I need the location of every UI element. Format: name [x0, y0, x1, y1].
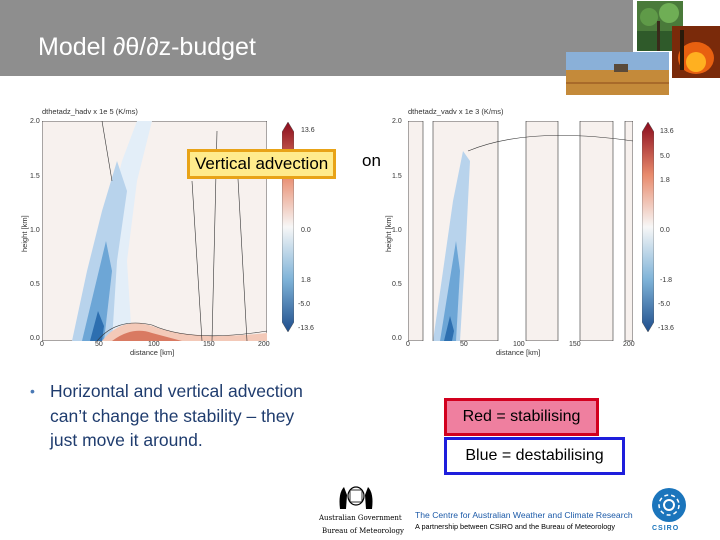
- right-cb-tick: 13.6: [660, 128, 674, 135]
- cawcr-name: The Centre for Australian Weather and Cl…: [415, 510, 633, 520]
- right-ylabel: height [km]: [384, 215, 393, 252]
- left-ytick: 0.0: [30, 335, 40, 342]
- right-xtick: 50: [460, 341, 468, 348]
- red-stabilising-box: Red = stabilising: [444, 398, 599, 436]
- cawcr-partnership: A partnership between CSIRO and the Bure…: [415, 522, 615, 531]
- left-xtick: 100: [148, 341, 160, 348]
- bullet-line-3: just move it around.: [50, 430, 203, 450]
- right-xtick: 0: [406, 341, 410, 348]
- left-cb-tick-4: 0.0: [301, 227, 311, 234]
- right-ytick: 2.0: [392, 118, 402, 125]
- csiro-logo-label: CSIRO: [652, 525, 680, 532]
- right-colorbar: [642, 122, 654, 332]
- left-xtick: 50: [95, 341, 103, 348]
- left-xtick: 150: [203, 341, 215, 348]
- bullet-line-1: Horizontal and vertical advection: [50, 381, 303, 401]
- csiro-logo-icon: [652, 488, 686, 522]
- right-contour-plot: [408, 121, 633, 341]
- right-ytick: 0.5: [392, 281, 402, 288]
- left-ytick: 1.0: [30, 227, 40, 234]
- right-cb-tick: -5.0: [658, 301, 671, 308]
- blue-destabilising-box: Blue = destabilising: [444, 437, 625, 475]
- left-cb-tick-1: 13.6: [301, 127, 315, 134]
- right-cb-tick: 1.8: [660, 177, 670, 184]
- left-ytick: 2.0: [30, 118, 40, 125]
- bullet-point: • Horizontal and vertical advection can’…: [30, 379, 368, 453]
- right-panel-title: dthetadz_vadv x 1e 3 (K/ms): [408, 107, 504, 116]
- title-bar: [0, 0, 633, 76]
- left-ytick: 0.5: [30, 281, 40, 288]
- bullet-line-2: can’t change the stability – they: [50, 405, 295, 426]
- left-xtick: 0: [40, 341, 44, 348]
- fire-photo: [672, 26, 720, 78]
- left-cb-tick-5: 1.8: [301, 277, 311, 284]
- bullet-icon: •: [30, 383, 35, 399]
- right-xtick: 100: [513, 341, 525, 348]
- right-xtick: 200: [623, 341, 635, 348]
- slide-title: Model ∂θ/∂z-budget: [38, 33, 256, 61]
- left-cb-tick-7: -13.6: [298, 325, 314, 332]
- right-ytick: 1.5: [392, 173, 402, 180]
- right-xlabel: distance [km]: [496, 348, 541, 357]
- vertical-advection-callout: Vertical advection: [187, 149, 337, 179]
- right-xtick: 150: [569, 341, 581, 348]
- left-xtick: 200: [258, 341, 270, 348]
- gov-line-2: Bureau of Meteorology: [322, 527, 405, 535]
- left-ylabel: height [km]: [20, 215, 29, 252]
- left-cb-tick-6: -5.0: [298, 301, 311, 308]
- right-cb-tick: -1.8: [660, 277, 673, 284]
- right-cb-tick: 5.0: [660, 153, 670, 160]
- coat-of-arms-icon: [339, 486, 373, 509]
- left-xlabel: distance [km]: [130, 348, 175, 357]
- right-cb-tick: 0.0: [660, 227, 670, 234]
- left-panel-title: dthetadz_hadv x 1e 5 (K/ms): [42, 107, 138, 116]
- callout-hidden-suffix: on: [362, 151, 381, 170]
- left-ytick: 1.5: [30, 173, 40, 180]
- gov-line-1: Australian Government: [319, 514, 402, 522]
- right-ytick: 1.0: [392, 227, 402, 234]
- right-ytick: 0.0: [392, 335, 402, 342]
- farm-field-photo: [566, 52, 669, 95]
- right-cb-tick: -13.6: [658, 325, 674, 332]
